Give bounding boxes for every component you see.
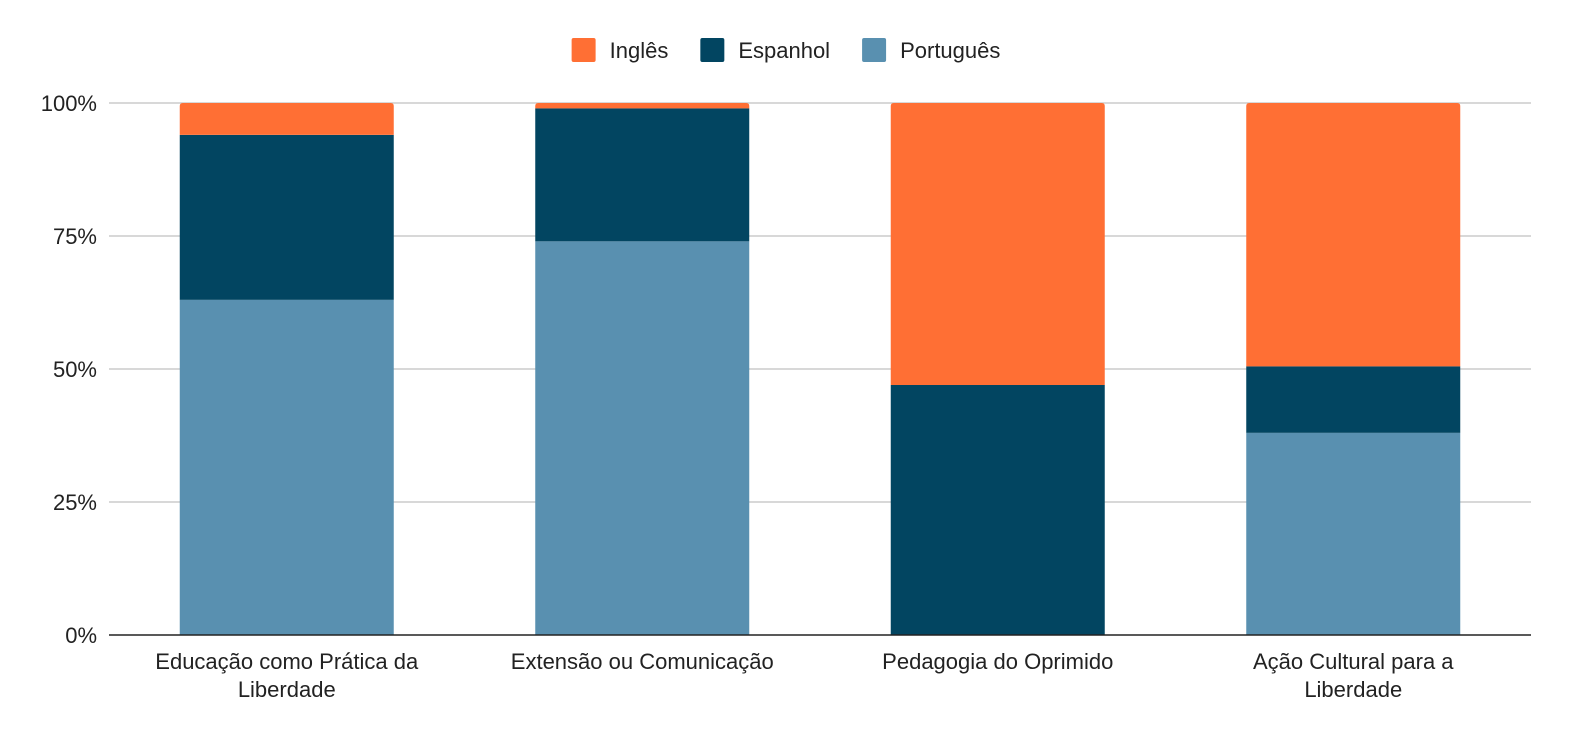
x-category-label: Pedagogia do Oprimido <box>882 649 1113 674</box>
y-tick-label: 50% <box>53 357 97 382</box>
bar-segment-portugues <box>1246 432 1461 635</box>
bars <box>179 103 1461 635</box>
bar-segment-espanhol <box>535 108 750 242</box>
bar-segment-espanhol <box>890 384 1105 635</box>
legend-label: Português <box>900 38 1000 63</box>
bar-segment-espanhol <box>179 134 394 300</box>
legend-swatch <box>700 38 725 62</box>
legend-label: Inglês <box>610 38 669 63</box>
bar-segment-ingles <box>1246 103 1461 367</box>
bar-segment-portugues <box>179 299 394 635</box>
y-tick-label: 25% <box>53 490 97 515</box>
bar-segment-portugues <box>535 241 750 635</box>
legend: Inglês Espanhol Português <box>571 38 1000 63</box>
y-tick-label: 100% <box>41 91 97 116</box>
x-category-label: Educação como Prática da Liberdade <box>155 649 419 702</box>
legend-swatch <box>571 38 596 62</box>
bar-segment-espanhol <box>1246 366 1461 433</box>
x-category-label: Extensão ou Comunicação <box>511 649 774 674</box>
y-tick-label: 75% <box>53 224 97 249</box>
bar-segment-ingles <box>535 103 750 109</box>
axes: 0% 25% 50% 75% 100% Educação como Prática da L… <box>41 91 1531 702</box>
legend-swatch <box>862 38 887 62</box>
x-category-label: Ação Cultural para a Liberdade <box>1253 649 1454 702</box>
y-tick-label: 0% <box>65 623 97 648</box>
bar-segment-ingles <box>179 103 394 135</box>
bar-segment-ingles <box>890 103 1105 385</box>
legend-label: Espanhol <box>738 38 830 63</box>
